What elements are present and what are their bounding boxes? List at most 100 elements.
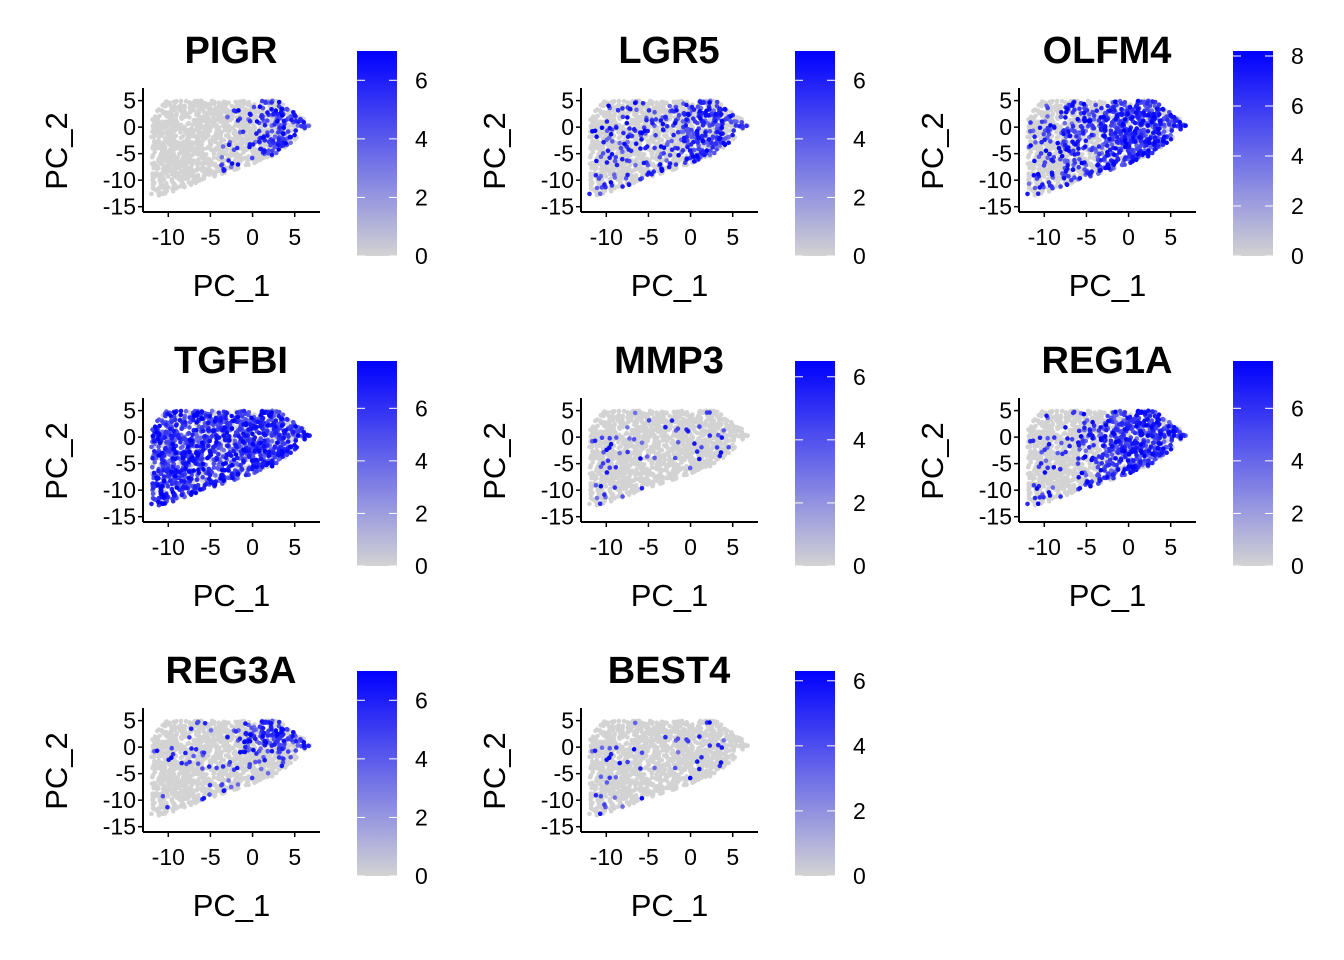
cell-point (686, 112, 691, 117)
cell-point (1073, 142, 1078, 147)
cell-point (1157, 118, 1163, 123)
cell-point (177, 151, 182, 156)
cell-point (663, 114, 668, 120)
cell-point (280, 131, 286, 137)
cell-point (658, 144, 664, 149)
cell-point (707, 100, 712, 105)
cell-point (169, 105, 174, 111)
cell-point (218, 149, 223, 155)
cell-point (306, 123, 311, 129)
cell-point (262, 148, 267, 153)
colorbar-tick-label: 8 (1291, 43, 1304, 69)
cell-point (1032, 134, 1037, 139)
cell-point (1083, 138, 1089, 143)
cell-point (694, 128, 700, 134)
cell-point (1048, 123, 1053, 128)
cell-point (201, 173, 207, 178)
cell-point (284, 106, 290, 112)
cell-point (273, 108, 279, 113)
cell-point (1141, 151, 1147, 156)
colorbar (795, 51, 835, 256)
cell-point (652, 165, 658, 170)
y-tick-label: 0 (123, 114, 136, 140)
cell-point (199, 106, 205, 112)
cell-point (196, 175, 201, 180)
cell-point (1059, 98, 1065, 104)
cell-point (704, 148, 710, 153)
cell-point (1098, 126, 1104, 131)
cell-point (259, 114, 264, 119)
cell-point (296, 119, 301, 125)
cell-point (172, 141, 177, 147)
cell-point (674, 108, 679, 113)
cell-point (1049, 113, 1055, 118)
cell-point (680, 148, 686, 153)
cell-point (640, 101, 646, 106)
cell-point (719, 112, 724, 117)
cell-point (235, 118, 241, 123)
cell-point (1047, 183, 1053, 188)
cell-point (233, 155, 239, 160)
cell-point (1033, 140, 1038, 145)
cell-point (1160, 106, 1166, 112)
cell-point (1142, 139, 1148, 145)
cell-point (634, 157, 639, 163)
cell-point (198, 125, 203, 131)
cell-point (175, 155, 181, 160)
cell-point (249, 155, 255, 161)
cell-point (183, 130, 188, 136)
cell-point (588, 153, 594, 158)
cell-point (1039, 119, 1045, 125)
cell-point (1089, 132, 1094, 138)
cell-point (248, 131, 253, 137)
cell-point (1081, 101, 1087, 107)
cell-point (256, 139, 262, 144)
cell-point (671, 99, 676, 105)
cell-point (1135, 152, 1141, 157)
cell-point (159, 133, 164, 139)
cell-point (1115, 126, 1120, 131)
cell-point (1152, 139, 1158, 145)
cell-point (682, 138, 687, 144)
cell-point (206, 166, 212, 172)
cell-point (1065, 162, 1070, 168)
cell-point (1162, 134, 1167, 139)
cell-point (152, 114, 158, 119)
cell-point (632, 112, 637, 118)
cell-point (211, 155, 217, 160)
cell-point (1062, 120, 1068, 126)
cell-point (1070, 167, 1076, 172)
plot-title: LGR5 (618, 30, 719, 72)
cell-point (274, 150, 279, 156)
cell-point (168, 131, 173, 136)
cell-point (222, 121, 228, 127)
cell-point (223, 101, 228, 107)
cell-point (265, 118, 270, 123)
cell-point (1107, 136, 1112, 142)
cell-point (673, 162, 679, 167)
x-tick-label: 0 (1122, 224, 1135, 250)
cell-point (226, 127, 232, 133)
cell-point (689, 104, 695, 110)
cell-point (669, 108, 675, 113)
cell-point (152, 129, 157, 134)
cell-point (1138, 121, 1144, 127)
cell-point (176, 162, 182, 168)
cell-point (1055, 175, 1060, 180)
cell-point (1129, 159, 1135, 164)
cell-point (150, 173, 156, 179)
cell-point (1177, 120, 1183, 125)
cell-point (173, 163, 178, 169)
cell-point (188, 147, 193, 152)
cell-point (1035, 147, 1041, 153)
cell-point (171, 168, 177, 174)
cell-point (212, 120, 217, 126)
colorbar-tick-label: 2 (853, 184, 866, 210)
cell-point (696, 135, 701, 141)
cell-point (1111, 162, 1117, 167)
cell-point (276, 147, 282, 152)
y-axis-label: PC_2 (39, 112, 74, 190)
cell-point (690, 116, 696, 121)
cell-point (610, 139, 615, 144)
